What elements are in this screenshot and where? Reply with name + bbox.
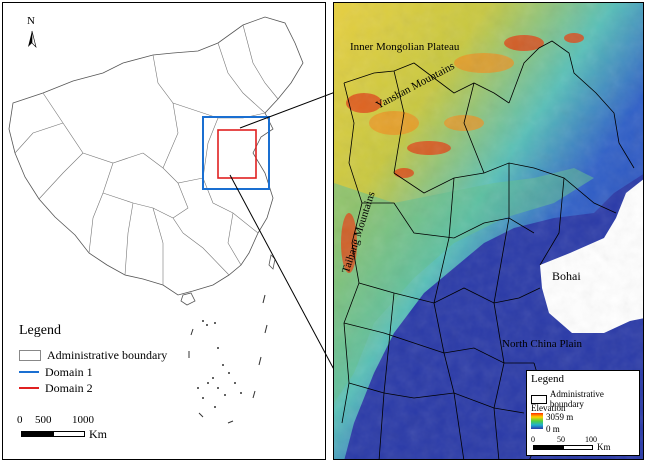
legend-label: Domain 1 bbox=[45, 365, 93, 379]
admin-boundaries bbox=[341, 40, 635, 459]
scale-unit: Km bbox=[89, 427, 107, 441]
hainan-island bbox=[180, 292, 196, 306]
label-bohai: Bohai bbox=[552, 269, 581, 283]
legend-title: Legend bbox=[531, 373, 564, 385]
scale-bar bbox=[533, 445, 593, 450]
admin-boundary-swatch bbox=[19, 350, 41, 361]
scale-tick: 100 bbox=[585, 435, 597, 444]
elevation-label: Elevation bbox=[531, 403, 566, 413]
label-inner-mongolian-plateau: Inner Mongolian Plateau bbox=[350, 41, 460, 53]
legend-item-admin-boundary: Administrative boundary bbox=[531, 389, 639, 409]
legend-label: Administrative boundary bbox=[47, 348, 168, 362]
scale-tick: 500 bbox=[35, 414, 52, 426]
legend-label: Domain 2 bbox=[45, 381, 93, 395]
scale-tick: 1000 bbox=[72, 414, 94, 426]
nine-dash-line bbox=[188, 294, 268, 424]
overview-map-panel: N Legend Administrative boundary Domain … bbox=[2, 2, 326, 460]
province-boundaries bbox=[14, 24, 279, 285]
legend-label: Administrative boundary bbox=[549, 389, 604, 409]
taiwan-island bbox=[268, 254, 276, 270]
scale-unit: Km bbox=[597, 442, 611, 452]
scale-tick: 50 bbox=[557, 435, 565, 444]
domain-2-box bbox=[217, 129, 257, 179]
legend-item-domain-2: Domain 2 bbox=[45, 381, 93, 396]
scale-tick: 0 bbox=[17, 414, 23, 426]
legend-title: Legend bbox=[19, 323, 61, 338]
scale-tick-labels: 0 50 100 bbox=[531, 435, 611, 445]
south-sea-islands bbox=[197, 320, 242, 408]
admin-boundary-swatch bbox=[531, 394, 547, 404]
label-north-china-plain: North China Plain bbox=[502, 338, 583, 350]
country-outline bbox=[8, 16, 304, 296]
scale-bar bbox=[21, 431, 85, 437]
elevation-color-ramp bbox=[531, 413, 543, 429]
north-label: N bbox=[27, 15, 35, 27]
elevation-legend: Legend Administrative boundary Elevation… bbox=[526, 370, 640, 456]
elevation-max: 3059 m bbox=[546, 412, 574, 422]
legend-item-domain-1: Domain 1 bbox=[45, 365, 93, 380]
elevation-min: 0 m bbox=[546, 424, 560, 434]
north-arrow-icon bbox=[28, 30, 37, 48]
scale-tick: 0 bbox=[531, 435, 535, 444]
legend-item-admin-boundary: Administrative boundary bbox=[19, 348, 167, 363]
